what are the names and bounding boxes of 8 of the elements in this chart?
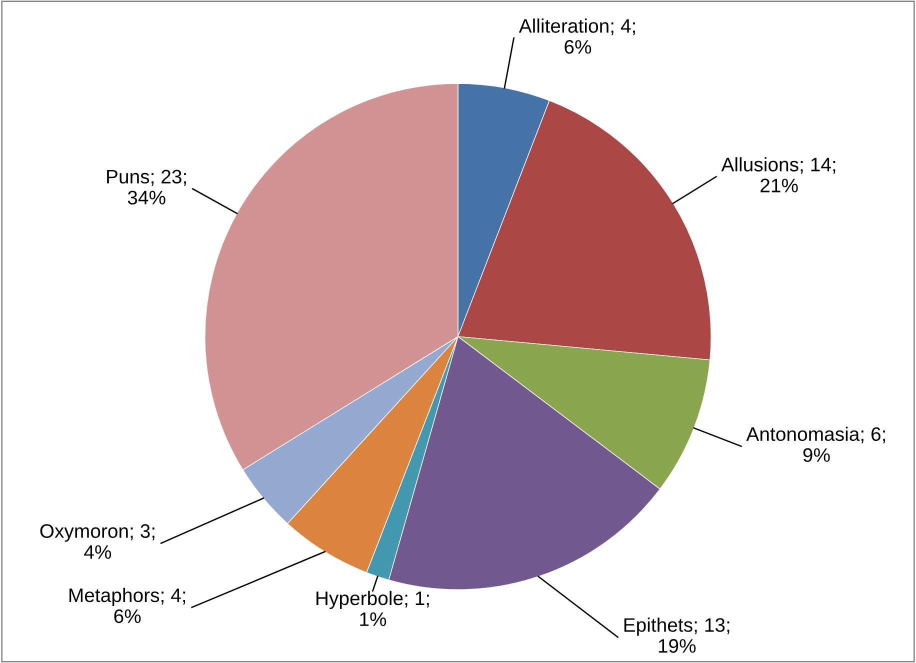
slice-label: Hyperbole; 1; 1% xyxy=(316,590,429,626)
slice-label: Alliteration; 4; 6% xyxy=(518,18,635,54)
slice-label: Allusions; 14; 21% xyxy=(721,157,836,192)
slice-label: Metaphors; 4; 6% xyxy=(70,588,186,624)
slice-label: Oxymoron; 3; 4% xyxy=(40,524,154,559)
slice-label: Antonomasia; 6; 9% xyxy=(746,426,885,462)
slice-label: Epithets; 13; 19% xyxy=(624,618,730,653)
slice-label: Puns; 23; 34% xyxy=(107,170,186,204)
